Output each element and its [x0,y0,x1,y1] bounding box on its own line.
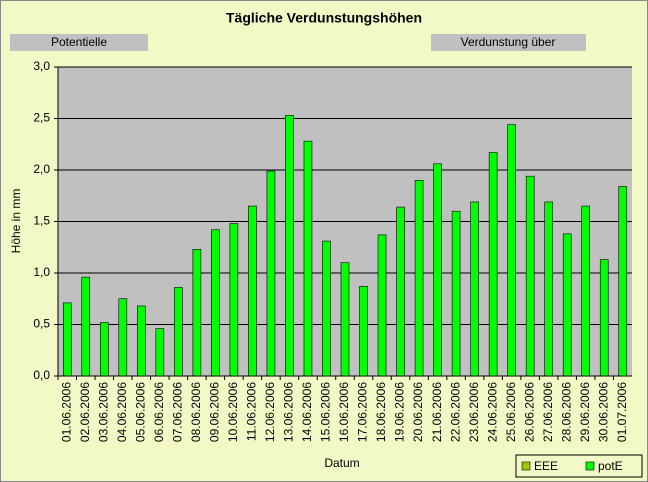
x-tick-label: 08.06.2006 [189,382,203,442]
legend-swatch [521,461,531,471]
bar [359,286,368,377]
bar [618,186,628,377]
bar [229,223,239,377]
x-tick-label: 02.06.2006 [78,382,92,442]
x-tick-label: 24.06.2006 [485,382,499,442]
chart-title: Tägliche Verdunstungshöhen [226,10,422,26]
x-axis-label: Datum [324,456,359,470]
y-tick-label: 0,5 [33,317,50,331]
legend-label: potE [598,459,623,473]
bar [248,205,257,377]
bar [433,163,442,377]
annotation-box [431,34,586,51]
y-tick-label: 1,5 [33,214,50,228]
x-tick-label: 29.06.2006 [578,382,592,442]
x-tick-label: 01.07.2006 [615,382,629,442]
x-tick-label: 12.06.2006 [263,382,277,442]
y-tick-label: 2,5 [33,111,50,125]
x-tick-label: 15.06.2006 [319,382,333,442]
x-tick-label: 22.06.2006 [448,382,462,442]
annotation: Verdunstung über [461,35,556,49]
x-tick-label: 07.06.2006 [171,382,185,442]
legend-label: EEE [534,459,558,473]
annotation-box [10,34,148,51]
bar [451,210,461,377]
bar [285,115,294,377]
bar [488,152,498,377]
bar [99,322,109,377]
bar [377,234,387,377]
bar [544,201,553,377]
bar [211,229,220,377]
bar [266,170,276,377]
x-tick-label: 30.06.2006 [596,382,610,442]
x-tick-label: 18.06.2006 [374,382,388,442]
x-tick-label: 13.06.2006 [282,382,296,442]
y-tick-label: 1,0 [33,265,50,279]
bar [192,249,202,377]
x-tick-label: 28.06.2006 [559,382,573,442]
bar [155,328,165,377]
x-tick-label: 11.06.2006 [245,382,259,441]
x-tick-label: 10.06.2006 [226,382,240,442]
x-tick-label: 16.06.2006 [337,382,351,442]
x-tick-label: 19.06.2006 [393,382,407,442]
x-tick-label: 01.06.2006 [59,382,73,442]
bar [174,287,183,377]
x-tick-label: 25.06.2006 [504,382,518,442]
legend-swatch [585,461,595,471]
x-tick-label: 27.06.2006 [541,382,555,442]
bar [562,233,572,377]
bar [340,262,350,377]
y-tick-label: 2,0 [33,162,50,176]
x-tick-label: 06.06.2006 [152,382,166,442]
bar [470,201,479,377]
x-tick-label: 03.06.2006 [96,382,110,442]
bar [396,206,405,377]
y-tick-label: 0,0 [33,368,50,382]
bar [581,205,591,377]
bar [303,140,313,377]
annotation: Potentielle [51,35,107,49]
x-tick-label: 23.06.2006 [467,382,481,442]
x-tick-label: 26.06.2006 [522,382,536,442]
x-tick-label: 09.06.2006 [208,382,222,442]
x-tick-label: 05.06.2006 [133,382,147,442]
x-tick-label: 14.06.2006 [300,382,314,442]
legend [515,454,643,478]
bar [62,302,72,377]
bar [599,259,609,377]
bar [118,298,128,377]
bar [81,276,91,377]
bar [137,305,146,377]
bar [525,175,535,377]
x-tick-label: 17.06.2006 [356,382,370,442]
x-tick-label: 20.06.2006 [411,382,425,442]
x-tick-label: 04.06.2006 [115,382,129,442]
bar [507,124,516,377]
y-tick-label: 3,0 [33,59,50,73]
x-tick-label: 21.06.2006 [430,382,444,442]
bar [322,240,331,377]
bar [414,180,424,377]
y-axis-label: Höhe in mm [9,189,23,254]
